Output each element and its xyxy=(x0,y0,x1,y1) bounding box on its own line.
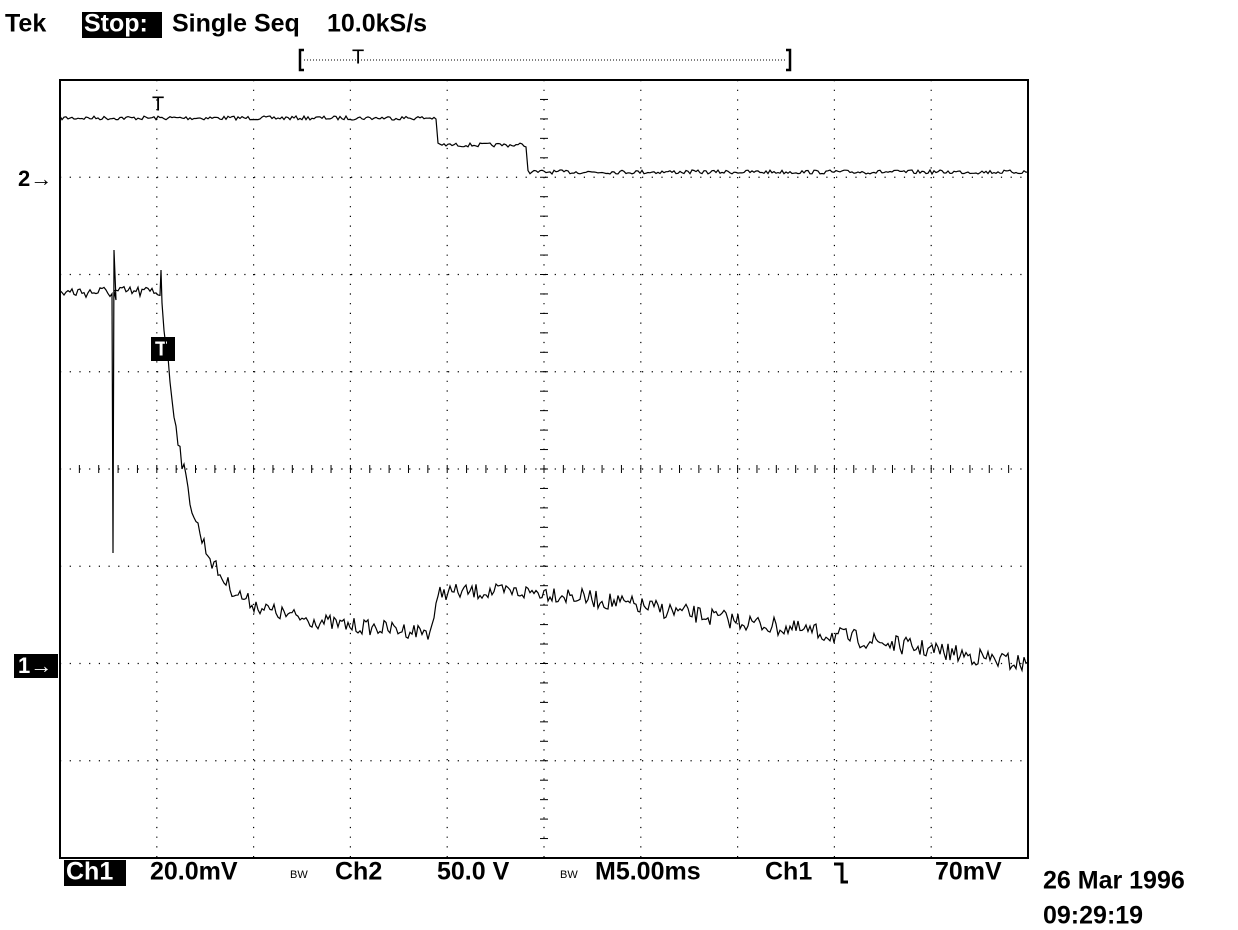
sample-rate: 10.0kS/s xyxy=(327,10,427,38)
brand: Tek xyxy=(5,10,46,38)
ch1-marker: 1→ xyxy=(18,653,52,678)
falling-edge-icon xyxy=(834,862,848,884)
ch1-label-badge xyxy=(64,860,126,886)
trigger-source: Ch1 xyxy=(765,858,812,886)
date: 26 Mar 1996 xyxy=(1043,867,1185,895)
state: Stop: xyxy=(84,10,148,38)
ch1-bw: BW xyxy=(290,869,308,881)
record-bracket: T xyxy=(298,46,792,72)
time: 09:29:19 xyxy=(1043,902,1143,930)
ch1-label: Ch1 xyxy=(66,858,113,886)
ch1-trace xyxy=(59,249,1029,673)
ch2-marker: 2→ xyxy=(18,166,52,191)
ch2-trigger-marker: T xyxy=(152,93,164,115)
ch1-marker-badge xyxy=(14,654,58,678)
timebase: M5.00ms xyxy=(595,858,701,886)
ch1-scale: 20.0mV xyxy=(150,858,238,886)
state-badge xyxy=(82,12,162,38)
trigger-badge xyxy=(151,337,175,361)
ch2-label: Ch2 xyxy=(335,858,382,886)
ch2-bw: BW xyxy=(560,869,578,881)
mode: Single Seq xyxy=(172,10,300,38)
ch2-trace xyxy=(59,114,1029,176)
ch2-scale: 50.0 V xyxy=(437,858,510,886)
record-trigger: T xyxy=(352,46,364,68)
graticule xyxy=(59,79,1029,859)
trigger-level: 70mV xyxy=(935,858,1002,886)
trigger-marker: T xyxy=(155,338,167,360)
